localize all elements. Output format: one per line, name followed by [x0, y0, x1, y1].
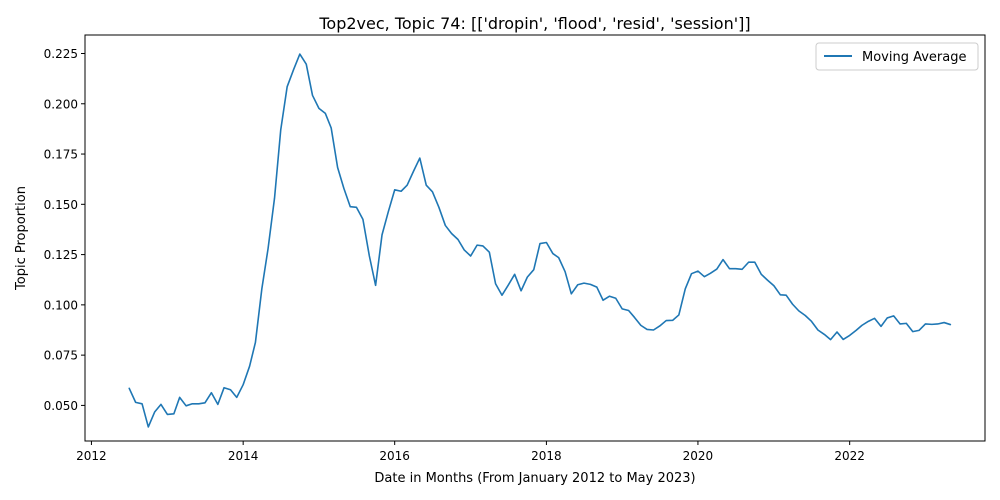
legend-box — [815, 42, 979, 71]
y-tick-label: 0.225 — [44, 47, 78, 61]
y-axis-ticks: 0.050 0.075 0.100 0.125 0.150 0.175 0.200 0.225 — [44, 47, 85, 413]
series-line-moving-average — [128, 53, 952, 428]
legend: Moving Average — [815, 42, 979, 71]
plot-frame — [84, 34, 986, 442]
y-tick-label: 0.100 — [44, 298, 78, 312]
x-tick-label: 2014 — [228, 449, 259, 463]
y-tick-label: 0.075 — [44, 349, 78, 363]
x-axis-label: Date in Months (From January 2012 to May… — [374, 471, 695, 486]
x-axis-ticks: 2012 2014 2016 2018 2020 2022 — [76, 441, 865, 463]
x-tick-label: 2020 — [683, 449, 714, 463]
series-layer — [128, 53, 952, 428]
chart-title: Top2vec, Topic 74: [['dropin', 'flood', … — [318, 14, 750, 33]
y-tick-label: 0.125 — [44, 248, 78, 262]
x-tick-label: 2016 — [379, 449, 410, 463]
y-tick-label: 0.200 — [44, 97, 78, 111]
x-tick-label: 2012 — [76, 449, 107, 463]
y-tick-label: 0.175 — [44, 148, 78, 162]
x-tick-label: 2018 — [531, 449, 562, 463]
y-tick-label: 0.150 — [44, 198, 78, 212]
y-axis-label: Topic Proportion — [14, 186, 29, 291]
x-tick-label: 2022 — [834, 449, 865, 463]
y-tick-label: 0.050 — [44, 399, 78, 413]
legend-label: Moving Average — [862, 50, 966, 65]
